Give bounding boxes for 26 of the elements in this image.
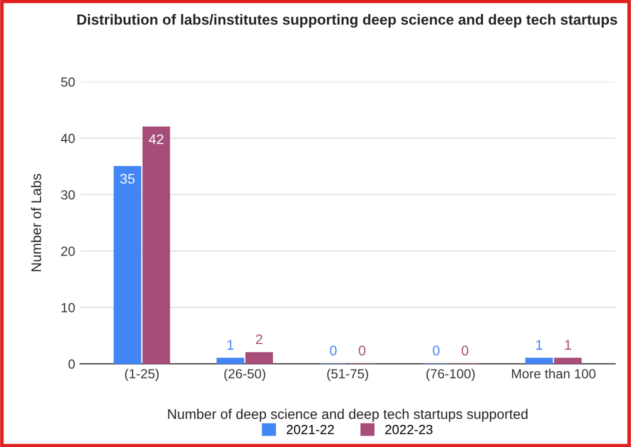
data-label: 42: [148, 134, 164, 144]
data-label: 0: [432, 346, 440, 356]
data-label: 35: [120, 174, 135, 184]
y-tick-label: 0: [68, 359, 75, 369]
x-axis-title: Number of deep science and deep tech startups supported: [168, 408, 528, 422]
x-tick-label: (26-50): [224, 368, 266, 382]
data-label: 0: [330, 346, 337, 356]
x-tick-label: (76-100): [426, 368, 475, 382]
y-tick-label: 50: [61, 77, 75, 87]
x-tick-label: More than 100: [512, 368, 596, 378]
legend-label: 2022-23: [385, 424, 432, 434]
data-label: 1: [536, 340, 542, 350]
data-label: 2: [256, 334, 262, 344]
y-tick-label: 20: [61, 246, 75, 256]
legend-label: 2021-22: [286, 424, 334, 434]
y-tick-label: 10: [62, 303, 75, 312]
data-label: 0: [358, 346, 366, 356]
data-label: 1: [228, 340, 234, 350]
chart-title: Distribution of labs/institutes supporting deep science and deep tech startups: [77, 14, 618, 28]
y-tick-label: 40: [60, 134, 75, 144]
y-axis-title: Number of Labs: [30, 174, 42, 272]
x-tick-label: (1-25): [125, 368, 159, 382]
x-tick-label: (51-75): [327, 368, 368, 382]
y-tick-label: 30: [61, 190, 75, 200]
data-label: 0: [462, 346, 468, 356]
data-label: 1: [565, 340, 572, 350]
